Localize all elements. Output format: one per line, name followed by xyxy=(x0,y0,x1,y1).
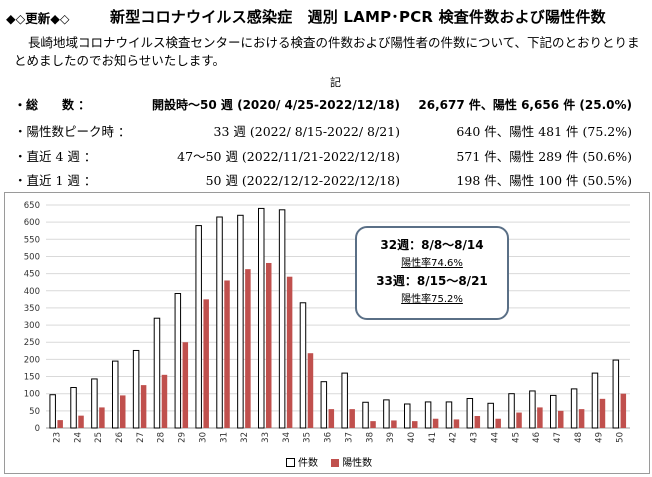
legend-swatch-tests xyxy=(286,458,295,467)
summary-result: 26,677 件、陽性 6,656 件 (25.0%) xyxy=(418,98,632,112)
summary-period: 47～50 週 (2022/11/21-2022/12/18) xyxy=(177,149,400,164)
summary-label: ・直近 4 週 ： xyxy=(14,149,97,164)
legend-positive: 陽性数 xyxy=(331,458,372,469)
legend-label-positive: 陽性数 xyxy=(342,458,373,469)
callout-rate33: 陽性率75.2% xyxy=(401,294,463,305)
summary-row-total: ・総 数 ： 開設時～50 週 (2020/ 4/25-2022/12/18) … xyxy=(14,96,636,116)
ki-label: 記 xyxy=(330,76,341,89)
summary-period: 33 週 (2022/ 8/15-2022/ 8/21) xyxy=(213,124,400,139)
chart-frame xyxy=(4,192,650,474)
callout-rate32: 陽性率74.6% xyxy=(401,258,463,269)
callout-week32: 32週：8/8～8/14 xyxy=(380,238,484,252)
summary-result: 640 件、陽性 481 件 (75.2%) xyxy=(456,124,632,139)
summary-label: ・陽性数ピーク時 ： xyxy=(14,124,131,139)
peak-callout: 32週：8/8～8/14 陽性率74.6% 33週：8/15～8/21 陽性率7… xyxy=(355,226,509,320)
summary-result: 571 件、陽性 289 件 (50.6%) xyxy=(456,149,632,164)
legend-label-tests: 件数 xyxy=(298,458,318,469)
intro-text: 長崎地域コロナウイルス検査センターにおける検査の件数および陽性者の件数について、… xyxy=(14,35,640,68)
summary-row-last4: ・直近 4 週 ： 47～50 週 (2022/11/21-2022/12/18… xyxy=(14,146,636,166)
chart-legend: 件数 陽性数 xyxy=(286,454,382,469)
update-badge: ◆◇更新◆◇ xyxy=(6,11,70,26)
summary-period: 50 週 (2022/12/12-2022/12/18) xyxy=(205,173,400,188)
summary-row-peak: ・陽性数ピーク時 ： 33 週 (2022/ 8/15-2022/ 8/21) … xyxy=(14,121,636,141)
callout-week33: 33週：8/15～8/21 xyxy=(376,274,488,288)
summary-result: 198 件、陽性 100 件 (50.5%) xyxy=(456,173,632,188)
summary-period: 開設時～50 週 (2020/ 4/25-2022/12/18) xyxy=(152,98,400,112)
summary-row-last1: ・直近 1 週 ： 50 週 (2022/12/12-2022/12/18) 1… xyxy=(14,170,636,190)
summary-label: ・直近 1 週 ： xyxy=(14,173,97,188)
legend-tests: 件数 xyxy=(286,458,321,469)
page-header: ◆◇更新◆◇ 新型コロナウイルス感染症 週別 LAMP･PCR 検査件数および陽… xyxy=(6,6,646,28)
page-title: 新型コロナウイルス感染症 週別 LAMP･PCR 検査件数および陽性件数 xyxy=(110,8,606,26)
summary-label: ・総 数 ： xyxy=(14,98,91,112)
legend-swatch-positive xyxy=(331,459,340,467)
